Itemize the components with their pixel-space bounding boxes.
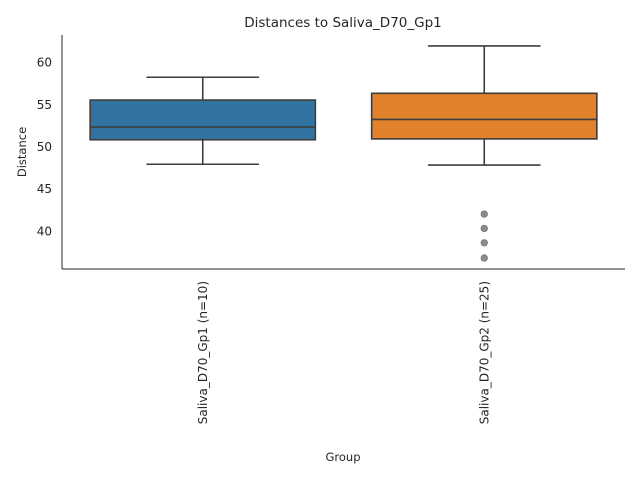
box-iqr xyxy=(89,99,317,141)
x-tick-label: Saliva_D70_Gp2 (n=25) xyxy=(477,281,491,424)
outlier-point xyxy=(480,224,488,233)
outlier-point xyxy=(480,210,488,218)
box-iqr xyxy=(370,92,598,140)
y-tick-label: 55 xyxy=(37,98,52,112)
y-tick-label: 45 xyxy=(37,182,52,196)
outlier-point xyxy=(480,239,488,247)
x-axis-label: Group xyxy=(325,450,360,464)
y-tick-label: 50 xyxy=(37,140,52,154)
y-axis-label: Distance xyxy=(15,127,29,177)
y-tick-label: 60 xyxy=(37,56,52,70)
x-tick-label: Saliva_D70_Gp1 (n=10) xyxy=(196,281,210,424)
y-tick-label: 40 xyxy=(37,224,52,238)
chart-title: Distances to Saliva_D70_Gp1 xyxy=(244,15,442,31)
outlier-point xyxy=(480,254,488,262)
